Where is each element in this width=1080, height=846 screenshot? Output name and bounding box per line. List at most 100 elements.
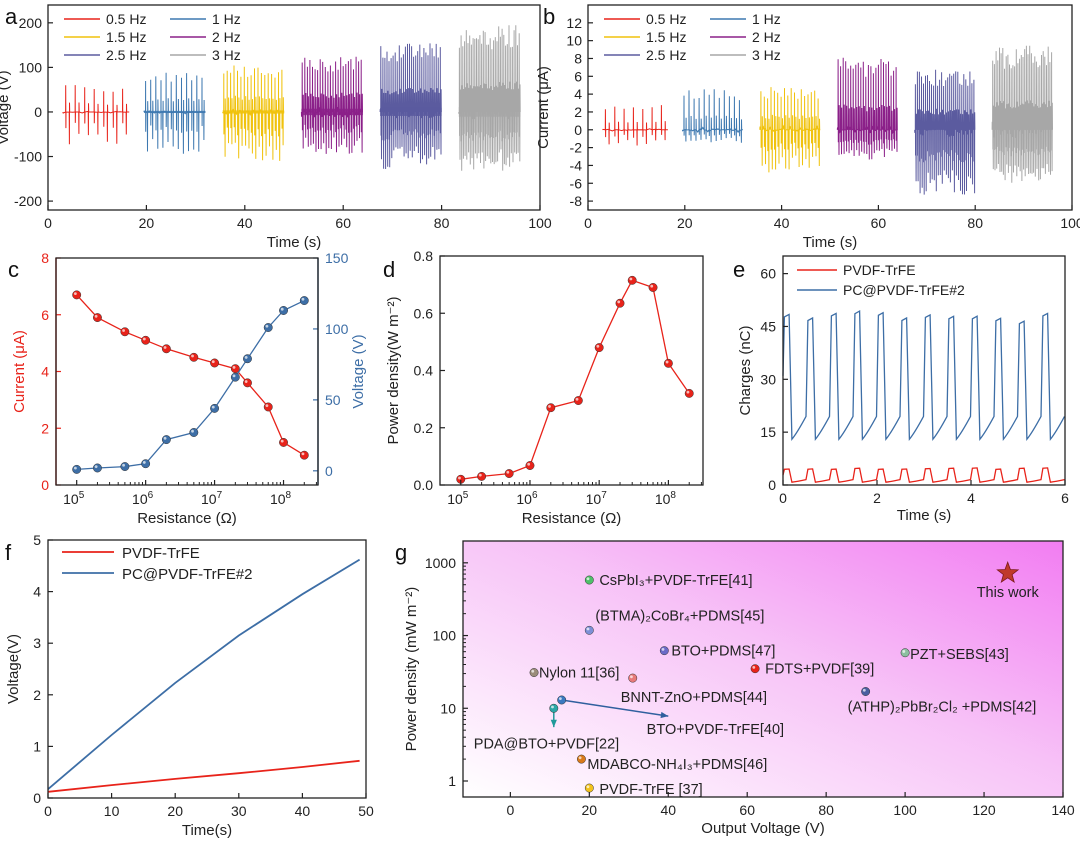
y-tick-label-f-1: 1 (33, 738, 41, 754)
data-point-c-1-11-highlight (301, 297, 305, 301)
data-point-d-7 (615, 298, 625, 308)
legend-label-e-0: PVDF-TrFE (843, 262, 916, 278)
x-tick-label-a-5: 100 (528, 215, 552, 231)
series-band-a-3 (301, 108, 363, 116)
x-tick-label-g-4: 80 (818, 802, 834, 818)
series-line-b-2 (759, 87, 821, 173)
y-tick-label-e-4: 60 (760, 266, 776, 282)
legend-label-a-0: 0.5 Hz (106, 11, 146, 27)
point-label-g-2: BTO+PDMS[47] (671, 644, 775, 660)
x-tick-label-e-0: 0 (779, 490, 787, 506)
legend-label-b-0: 0.5 Hz (646, 11, 686, 27)
data-point-c-0-6 (210, 358, 220, 368)
data-point-g-6 (628, 673, 638, 683)
data-point-g-7 (861, 687, 871, 696)
x-tick-label-f-1: 10 (104, 803, 120, 819)
x-tick-label-b-5: 100 (1060, 215, 1080, 231)
x-tick-label-c-1: 106 (132, 490, 154, 507)
x-tick-label-b-4: 80 (967, 215, 983, 231)
point-label-g-9: PDA@BTO+PVDF[22] (474, 736, 619, 752)
y-tick-label-d-4: 0.8 (414, 248, 434, 264)
legend-label-a-5: 3 Hz (212, 47, 241, 63)
panel-label-f: f (5, 540, 12, 565)
data-point-c-0-3 (141, 335, 151, 345)
y-left-tick-label-c-4: 8 (41, 250, 49, 266)
y-tick-label-d-2: 0.4 (414, 363, 434, 379)
series-band-a-1 (143, 110, 206, 114)
y-tick-label-b-4: 0 (574, 122, 582, 138)
data-point-g-0-highlight (586, 577, 590, 581)
data-point-g-9 (549, 703, 559, 713)
series-line-b-1 (681, 89, 743, 143)
x-axis-label-f: Time(s) (182, 822, 232, 839)
x-tick-label-d-1: 106 (516, 490, 538, 507)
panel-b: 0 20 40 60 80 100 -8 -6 -4-2 0 2 4 6 810 12 Time (s) Cur… (535, 11, 1080, 251)
y-axis-label-a: Voltage (V) (0, 70, 12, 144)
y-tick-label-b-1: -6 (570, 175, 583, 191)
data-point-d-5 (573, 396, 583, 406)
data-point-c-1-4 (161, 435, 171, 445)
data-point-d-0-highlight (458, 476, 461, 480)
legend-label-e-1: PC@PVDF-TrFE#2 (843, 282, 965, 298)
panel-f: 0 10 20 30 40 50 0 1 2 3 4 5 Time(s) Voltage(V) PVDF-T… (5, 532, 374, 839)
plot-background-g (463, 541, 1063, 797)
point-label-g-6: BNNT-ZnO+PDMS[44] (621, 690, 767, 706)
series-line-a-5 (458, 25, 521, 171)
data-point-c-0-8 (243, 378, 252, 388)
x-tick-label-f-3: 30 (231, 803, 247, 819)
data-point-c-0-7-highlight (232, 365, 236, 369)
data-point-c-0-0-highlight (73, 292, 77, 295)
data-point-d-2 (504, 469, 514, 478)
data-point-c-0-3-highlight (142, 337, 146, 341)
data-point-d-11 (684, 388, 694, 398)
x-tick-label-d-2: 107 (586, 490, 608, 507)
y-right-tick-label-c-1: 50 (325, 392, 341, 408)
legend-label-a-3: 2 Hz (212, 29, 241, 45)
legend-label-f-1: PC@PVDF-TrFE#2 (122, 566, 253, 583)
data-point-g-8-highlight (558, 697, 562, 701)
data-point-g-11-highlight (586, 785, 590, 789)
x-tick-label-f-0: 0 (44, 803, 52, 819)
series-line-f-0 (47, 759, 360, 793)
x-tick-label-c-3: 108 (270, 490, 292, 507)
y-left-tick-label-c-0: 0 (41, 477, 49, 493)
data-point-c-1-3-highlight (142, 461, 146, 464)
data-point-g-9-highlight (551, 705, 554, 709)
data-point-c-1-3 (141, 459, 151, 469)
x-tick-label-g-1: 20 (582, 802, 598, 818)
data-point-c-0-2 (120, 327, 130, 337)
data-point-d-8-highlight (629, 277, 633, 281)
y-tick-label-g-0: 1 (448, 773, 456, 789)
data-point-c-1-5-highlight (191, 429, 194, 433)
y-right-tick-label-c-2: 100 (325, 321, 349, 337)
legend-label-b-4: 2.5 Hz (646, 47, 686, 63)
data-point-c-0-1-highlight (94, 314, 98, 318)
data-point-c-1-1-highlight (94, 465, 98, 469)
data-point-c-1-1 (92, 463, 102, 473)
data-point-c-1-10-highlight (280, 307, 284, 311)
y-axis-label-f: Voltage(V) (5, 634, 22, 704)
series-line-e-0 (782, 467, 1065, 483)
y-tick-label-a-2: 0 (34, 104, 42, 120)
y-tick-label-e-0: 0 (768, 477, 776, 493)
x-axis-label-c: Resistance (Ω) (137, 510, 237, 527)
data-point-star-g-12 (996, 561, 1020, 584)
y-tick-label-g-3: 1000 (425, 555, 456, 571)
x-tick-label-g-5: 100 (893, 802, 917, 818)
x-tick-label-g-7: 140 (1051, 802, 1075, 818)
panel-label-d: d (383, 257, 395, 282)
data-point-d-1 (477, 471, 487, 481)
x-tick-label-f-2: 20 (167, 803, 183, 819)
data-point-g-6-highlight (630, 675, 633, 679)
point-label-g-5: Nylon 11[36] (539, 666, 619, 682)
data-point-c-0-0 (72, 290, 82, 300)
data-point-c-1-0-highlight (73, 466, 77, 470)
x-tick-label-f-4: 40 (295, 803, 311, 819)
data-point-g-8 (557, 695, 567, 705)
data-point-c-0-9-highlight (265, 404, 269, 408)
data-point-g-2-highlight (661, 647, 665, 651)
data-point-c-0-2-highlight (122, 329, 125, 332)
panel-label-c: c (8, 257, 19, 282)
data-point-d-9 (648, 283, 658, 292)
series-line-f-1 (47, 558, 361, 790)
